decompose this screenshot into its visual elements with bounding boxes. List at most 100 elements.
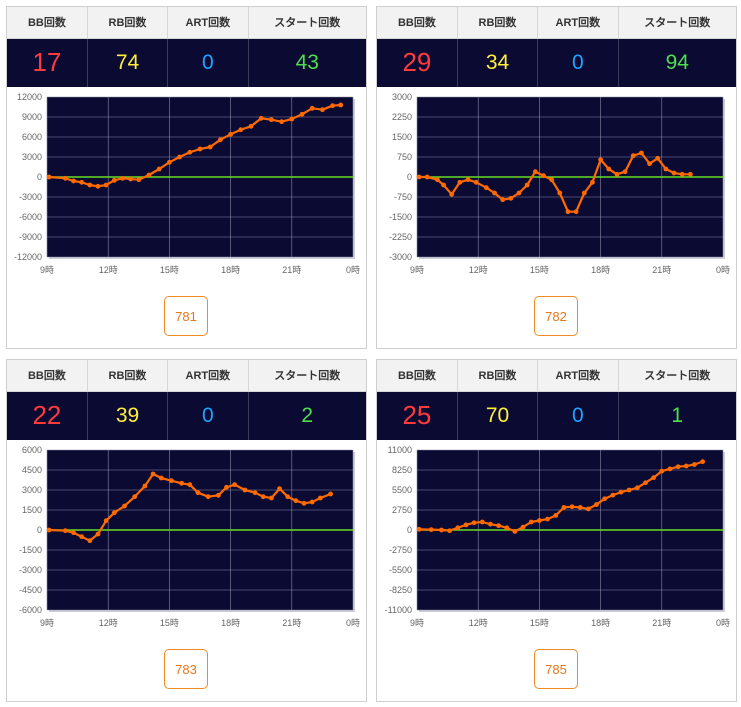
data-point bbox=[207, 144, 213, 150]
y-tick-label: 1500 bbox=[392, 132, 412, 142]
data-point bbox=[671, 170, 677, 176]
y-tick-label: 6000 bbox=[22, 445, 42, 455]
y-tick-label: -9000 bbox=[19, 232, 42, 242]
data-point bbox=[428, 527, 434, 533]
bb-count: 22 bbox=[7, 391, 88, 440]
data-point bbox=[683, 463, 689, 469]
y-tick-label: -6000 bbox=[19, 212, 42, 222]
bb-count: 17 bbox=[7, 38, 88, 87]
data-point bbox=[643, 480, 648, 486]
data-point bbox=[508, 195, 514, 201]
rb-header: RB回数 bbox=[457, 7, 539, 39]
x-tick-label: 21時 bbox=[652, 265, 671, 275]
x-tick-label: 21時 bbox=[652, 618, 671, 628]
data-point bbox=[169, 478, 174, 484]
machine-panel-782: BB回数 RB回数 ART回数 スタート回数 29 34 0 94 3000 22… bbox=[376, 6, 737, 349]
data-point bbox=[269, 117, 274, 123]
y-tick-label: 6000 bbox=[22, 132, 42, 142]
machine-panel-783: BB回数 RB回数 ART回数 スタート回数 22 39 0 2 6000 450… bbox=[6, 359, 367, 702]
start-count: 2 bbox=[248, 391, 366, 440]
machine-number-button[interactable]: 782 bbox=[534, 296, 578, 336]
x-tick-label: 15時 bbox=[530, 265, 549, 275]
bb-count: 29 bbox=[377, 38, 458, 87]
data-point bbox=[317, 495, 323, 501]
machine-panel-785: BB回数 RB回数 ART回数 スタート回数 25 70 0 1 11000 82… bbox=[376, 359, 737, 702]
stats-table: BB回数 RB回数 ART回数 スタート回数 22 39 0 2 bbox=[7, 360, 366, 440]
data-point bbox=[289, 116, 295, 122]
data-point bbox=[338, 102, 344, 108]
data-point bbox=[279, 119, 284, 125]
data-point bbox=[447, 528, 453, 534]
y-tick-label: 750 bbox=[397, 152, 412, 162]
data-point bbox=[195, 490, 201, 496]
machine-number-button[interactable]: 785 bbox=[534, 649, 578, 689]
y-tick-label: -1500 bbox=[389, 212, 412, 222]
y-tick-label: 2250 bbox=[392, 112, 412, 122]
data-point bbox=[128, 176, 134, 182]
data-point bbox=[602, 496, 608, 502]
data-point bbox=[299, 111, 305, 117]
data-point bbox=[215, 492, 221, 498]
data-point bbox=[62, 528, 68, 534]
art-count: 0 bbox=[167, 38, 249, 87]
y-tick-label: 2750 bbox=[392, 505, 412, 515]
data-point bbox=[328, 491, 333, 497]
data-point bbox=[248, 123, 254, 129]
art-header: ART回数 bbox=[167, 360, 249, 392]
y-tick-label: -12000 bbox=[14, 252, 42, 262]
y-tick-label: 11000 bbox=[388, 445, 412, 455]
data-point bbox=[655, 155, 661, 161]
data-point bbox=[524, 182, 530, 188]
data-point bbox=[537, 518, 542, 523]
data-point bbox=[424, 174, 430, 180]
data-point bbox=[146, 172, 152, 178]
data-point bbox=[639, 150, 644, 156]
data-point bbox=[651, 475, 657, 481]
data-point bbox=[122, 503, 127, 509]
data-point bbox=[150, 471, 156, 477]
start-header: スタート回数 bbox=[248, 360, 366, 392]
y-tick-label: -3000 bbox=[389, 252, 412, 262]
data-point bbox=[471, 520, 477, 526]
x-tick-label: 12時 bbox=[99, 618, 118, 628]
data-point bbox=[330, 103, 335, 109]
x-tick-label: 9時 bbox=[410, 265, 424, 275]
data-point bbox=[224, 484, 229, 490]
data-point bbox=[293, 498, 299, 504]
data-point bbox=[634, 485, 640, 491]
stats-table: BB回数 RB回数 ART回数 スタート回数 25 70 0 1 bbox=[377, 360, 736, 440]
y-tick-label: 0 bbox=[407, 525, 412, 535]
data-point bbox=[95, 531, 101, 537]
start-header: スタート回数 bbox=[618, 360, 736, 392]
rb-header: RB回数 bbox=[457, 360, 539, 392]
data-point bbox=[197, 146, 203, 152]
data-point bbox=[228, 131, 234, 137]
x-tick-label: 9時 bbox=[410, 618, 424, 628]
data-point bbox=[585, 506, 591, 512]
data-point bbox=[581, 190, 587, 196]
data-point bbox=[142, 483, 148, 489]
data-point bbox=[95, 183, 101, 189]
x-tick-label: 12時 bbox=[99, 265, 118, 275]
x-tick-label: 12時 bbox=[469, 618, 488, 628]
data-point bbox=[473, 179, 479, 185]
data-point bbox=[269, 495, 274, 501]
data-point bbox=[463, 522, 469, 528]
machine-number-button[interactable]: 783 bbox=[164, 649, 208, 689]
art-header: ART回数 bbox=[167, 7, 249, 39]
data-point bbox=[120, 175, 125, 181]
y-tick-label: 8250 bbox=[392, 465, 412, 475]
data-point bbox=[187, 482, 193, 488]
data-point bbox=[455, 525, 461, 531]
data-point bbox=[218, 137, 223, 143]
data-point bbox=[416, 526, 422, 532]
data-point bbox=[242, 487, 248, 493]
data-point bbox=[62, 175, 68, 181]
payout-chart: 3000 2250 1500 750 0 -750 -1500 -2250 -3000 9時 12時… bbox=[389, 92, 730, 275]
data-point bbox=[309, 105, 315, 111]
machine-number-button[interactable]: 781 bbox=[164, 296, 208, 336]
data-point bbox=[252, 490, 258, 496]
data-point bbox=[577, 505, 583, 510]
data-point bbox=[260, 494, 266, 500]
y-tick-label: 3000 bbox=[22, 485, 42, 495]
